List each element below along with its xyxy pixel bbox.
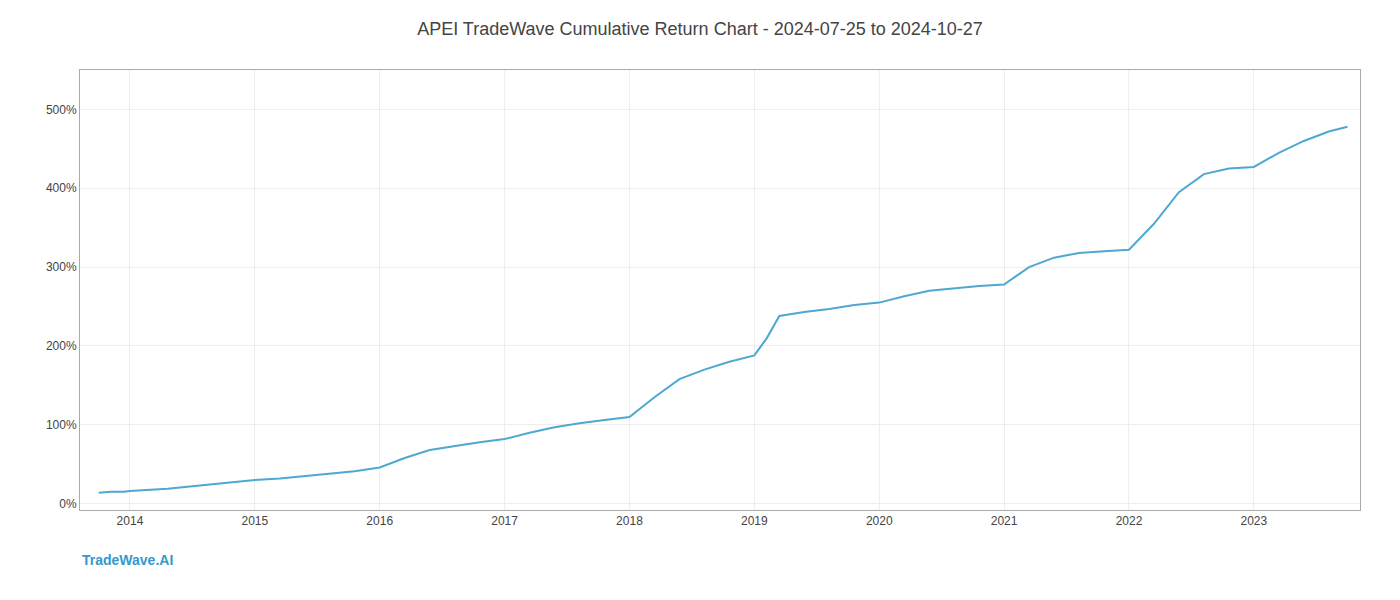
- svg-text:2014: 2014: [117, 514, 144, 528]
- svg-text:2016: 2016: [366, 514, 393, 528]
- svg-text:200%: 200%: [46, 339, 77, 353]
- svg-text:2023: 2023: [1240, 514, 1267, 528]
- svg-text:500%: 500%: [46, 103, 77, 117]
- svg-text:2020: 2020: [866, 514, 893, 528]
- svg-text:2015: 2015: [241, 514, 268, 528]
- svg-text:100%: 100%: [46, 418, 77, 432]
- svg-text:APEI TradeWave Cumulative Retu: APEI TradeWave Cumulative Return Chart -…: [417, 19, 983, 39]
- svg-text:0%: 0%: [59, 497, 77, 511]
- svg-text:2018: 2018: [616, 514, 643, 528]
- svg-text:400%: 400%: [46, 181, 77, 195]
- svg-text:2021: 2021: [991, 514, 1018, 528]
- svg-text:2019: 2019: [741, 514, 768, 528]
- svg-text:300%: 300%: [46, 260, 77, 274]
- svg-text:2017: 2017: [491, 514, 518, 528]
- svg-text:TradeWave.AI: TradeWave.AI: [82, 552, 173, 568]
- svg-text:2022: 2022: [1116, 514, 1143, 528]
